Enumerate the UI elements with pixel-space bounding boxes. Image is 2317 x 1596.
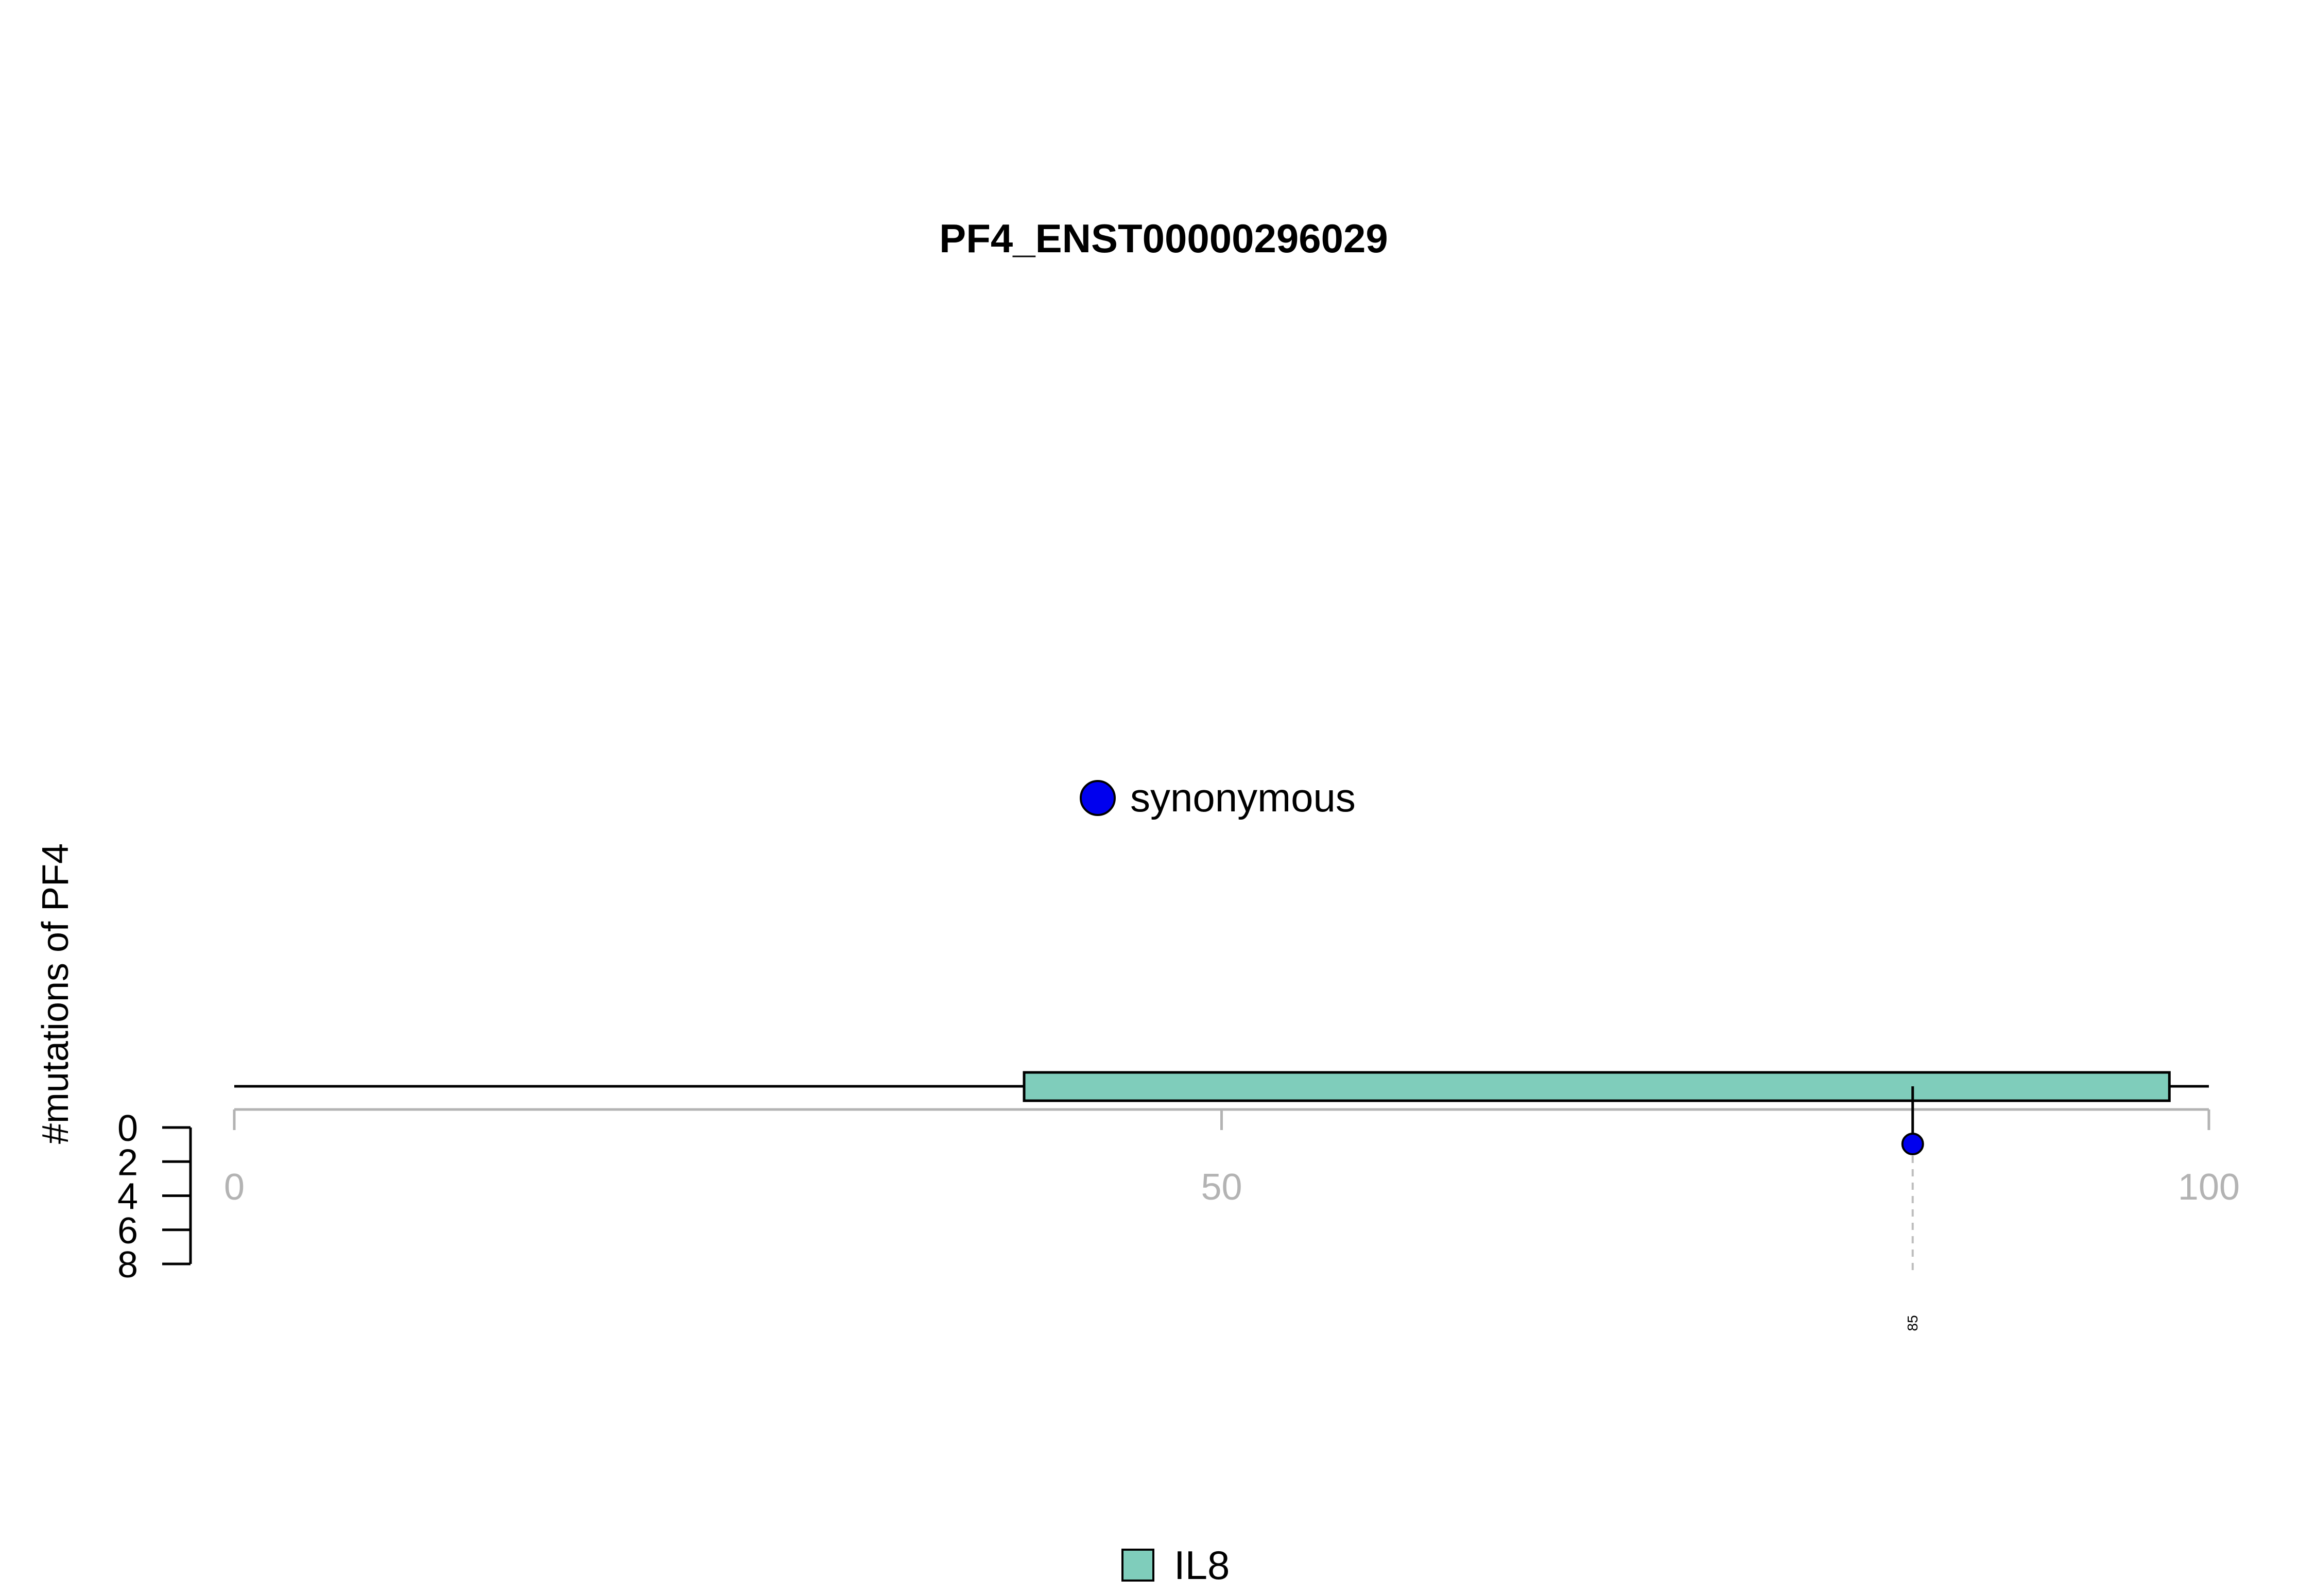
domain-il8 — [1023, 1071, 2171, 1102]
x-tick-label: 0 — [224, 1167, 245, 1208]
x-tick-label: 50 — [1201, 1167, 1242, 1208]
x-tick-label: 100 — [2178, 1167, 2240, 1208]
y-tick-label: 6 — [117, 1210, 138, 1252]
x-axis: 0 50 100 — [224, 1109, 2240, 1208]
y-axis-label: #mutations of PF4 — [35, 843, 76, 1144]
mutation-legend-label: synonymous — [1130, 775, 1356, 820]
y-tick-label: 0 — [117, 1108, 138, 1149]
mutation-legend: synonymous — [1080, 775, 1356, 820]
y-tick-label: 2 — [117, 1142, 138, 1183]
mutation-point — [1901, 1133, 1924, 1155]
domain-legend: IL8 — [1121, 1542, 1230, 1588]
mutation-layer: 85 — [1901, 1086, 1924, 1331]
chart-title: PF4_ENST00000296029 — [939, 216, 1388, 261]
domain-legend-swatch — [1121, 1549, 1154, 1582]
y-tick-label: 8 — [117, 1244, 138, 1286]
mutation-legend-marker — [1080, 780, 1116, 816]
mutation-position-label: 85 — [1905, 1315, 1921, 1331]
domain-legend-label: IL8 — [1174, 1542, 1230, 1588]
y-tick-label: 4 — [117, 1176, 138, 1218]
domain-layer — [1023, 1071, 2171, 1102]
